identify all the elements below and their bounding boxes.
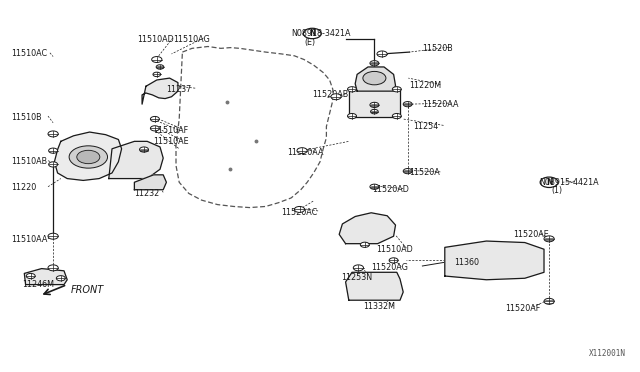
Text: 11520B: 11520B	[422, 44, 453, 53]
Text: N08918-3421A: N08918-3421A	[291, 29, 351, 38]
Text: 11510AC: 11510AC	[12, 49, 47, 58]
Circle shape	[77, 150, 100, 164]
Circle shape	[392, 113, 401, 119]
Text: 11220: 11220	[12, 183, 36, 192]
Circle shape	[69, 146, 108, 168]
Text: 11254: 11254	[413, 122, 438, 131]
Circle shape	[297, 148, 307, 154]
Circle shape	[48, 131, 58, 137]
Circle shape	[26, 273, 35, 279]
Polygon shape	[355, 67, 396, 91]
Text: (1): (1)	[552, 186, 563, 195]
Text: 11520AG: 11520AG	[371, 263, 408, 272]
Text: 11332M: 11332M	[363, 302, 395, 311]
Text: X112001N: X112001N	[589, 349, 626, 358]
Polygon shape	[445, 241, 544, 280]
Circle shape	[49, 162, 58, 167]
Circle shape	[331, 94, 341, 100]
Text: N: N	[309, 29, 316, 38]
Text: 11253N: 11253N	[341, 273, 372, 282]
Polygon shape	[142, 78, 178, 104]
Text: 11510AD: 11510AD	[376, 245, 412, 254]
Polygon shape	[24, 269, 67, 285]
Text: 11237: 11237	[166, 85, 191, 94]
Text: 11510AD: 11510AD	[138, 35, 174, 44]
Circle shape	[360, 242, 369, 247]
Text: 11510B: 11510B	[12, 113, 42, 122]
Circle shape	[294, 206, 305, 212]
Text: 11520AF: 11520AF	[506, 304, 541, 313]
Text: 11246M: 11246M	[22, 280, 54, 289]
Circle shape	[370, 61, 379, 66]
Text: 11510AE: 11510AE	[154, 137, 189, 146]
Text: 11510AG: 11510AG	[173, 35, 209, 44]
Circle shape	[363, 71, 386, 85]
Circle shape	[48, 233, 58, 239]
Polygon shape	[339, 213, 396, 244]
Text: 11520AC: 11520AC	[282, 208, 318, 217]
Circle shape	[140, 147, 148, 152]
Text: 11510AB: 11510AB	[12, 157, 47, 166]
Circle shape	[370, 184, 379, 189]
Circle shape	[48, 265, 58, 271]
Text: FRONT: FRONT	[70, 285, 104, 295]
Circle shape	[371, 109, 378, 114]
Text: 11520AA: 11520AA	[422, 100, 459, 109]
Circle shape	[56, 276, 65, 281]
Circle shape	[403, 169, 412, 174]
Circle shape	[389, 258, 398, 263]
Text: 11520A: 11520A	[410, 169, 440, 177]
Text: 11520AD: 11520AD	[372, 185, 410, 194]
Circle shape	[156, 65, 164, 69]
Polygon shape	[54, 132, 122, 180]
Polygon shape	[346, 272, 403, 300]
Text: 11520AE: 11520AE	[513, 230, 549, 239]
Circle shape	[49, 148, 58, 153]
Polygon shape	[109, 141, 163, 179]
Text: 11520AA: 11520AA	[287, 148, 323, 157]
Circle shape	[152, 57, 162, 62]
Circle shape	[392, 87, 401, 92]
Text: 11220M: 11220M	[410, 81, 442, 90]
Circle shape	[353, 265, 364, 271]
Polygon shape	[349, 89, 400, 117]
Text: 11232: 11232	[134, 189, 159, 198]
Circle shape	[153, 72, 161, 77]
Text: 11510AF: 11510AF	[154, 126, 189, 135]
Text: N08915-4421A: N08915-4421A	[540, 178, 599, 187]
Text: 11510AA: 11510AA	[12, 235, 48, 244]
Text: N: N	[546, 178, 552, 187]
Circle shape	[348, 87, 356, 92]
Circle shape	[377, 51, 387, 57]
Circle shape	[150, 116, 159, 122]
Circle shape	[370, 102, 379, 108]
Circle shape	[150, 126, 159, 131]
Circle shape	[544, 298, 554, 304]
Text: 11520AB: 11520AB	[312, 90, 349, 99]
Text: 11360: 11360	[454, 258, 479, 267]
Text: (E): (E)	[304, 38, 315, 47]
Circle shape	[403, 102, 412, 107]
Circle shape	[348, 113, 356, 119]
Polygon shape	[134, 175, 166, 190]
Circle shape	[544, 236, 554, 242]
